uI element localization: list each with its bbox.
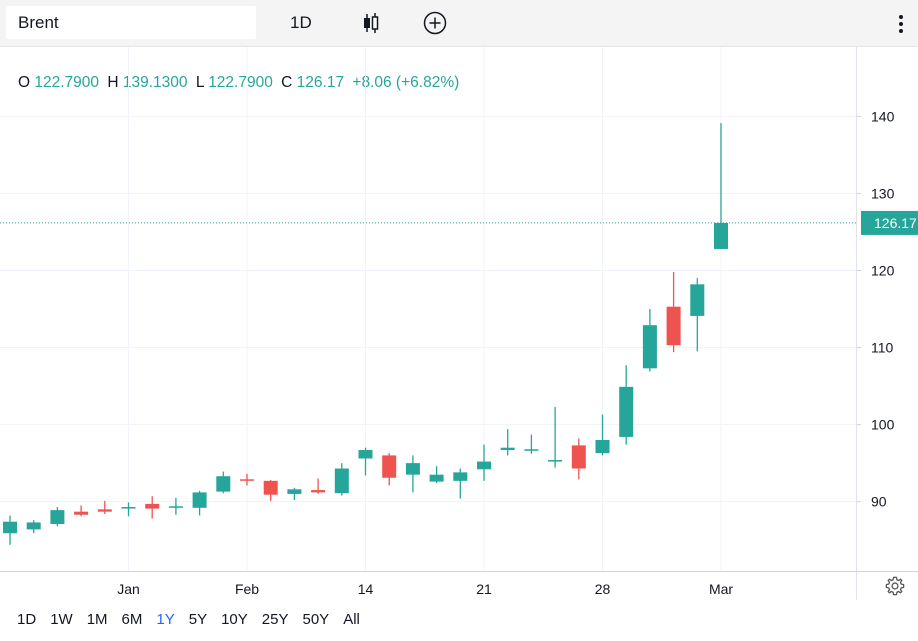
candle-body [619,386,634,437]
high-label: H [107,74,119,91]
high-value: 139.1300 [122,74,188,91]
candle-body [145,503,160,509]
candle-body [240,479,254,481]
candle-body [382,455,397,478]
candle-body [548,460,563,462]
x-tick-label: 21 [476,581,492,597]
candle-body [3,521,17,534]
open-label: O [18,74,31,91]
range-button-25y[interactable]: 25Y [261,611,289,628]
candle-body [168,506,183,508]
candle-body [192,492,207,508]
price-chart[interactable]: 90 100 110 120 130 140 Jan Feb 14 21 28 Mar 126.17 [0,47,918,600]
top-toolbar: Brent 1D [0,0,918,47]
candle-body [26,522,41,530]
ohlc-legend: O 122.7900 H 139.1300 L 122.7900 C 126.1… [18,74,459,92]
x-tick-label: Jan [117,581,140,597]
y-tick-label: 110 [871,340,894,356]
candle-body [74,511,89,515]
range-button-50y[interactable]: 50Y [302,611,330,628]
candle-body [690,284,705,316]
range-button-all[interactable]: All [343,611,360,628]
change-value: +8.06 (+6.82%) [352,74,460,91]
candle-body [714,222,728,249]
last-price-badge [861,210,918,235]
x-tick-label: Mar [709,581,733,597]
range-selector: 1D 1W 1M 6M 1Y 5Y 10Y 25Y 50Y All [0,600,918,640]
y-tick-label: 130 [871,185,895,201]
range-button-6m[interactable]: 6M [121,611,143,628]
candle-body [429,474,444,482]
candle-body [358,450,373,459]
candle-body [666,306,681,346]
close-label: C [281,74,293,91]
candle-body [595,440,610,454]
low-label: L [195,74,204,91]
candle-body [121,507,136,509]
x-tick-label: Feb [235,581,259,597]
x-tick-label: 28 [595,581,611,597]
candle-body [500,447,515,451]
candle-body [477,461,491,470]
range-button-1y[interactable]: 1Y [156,611,175,628]
range-button-1d[interactable]: 1D [17,611,37,628]
more-vertical-icon[interactable] [893,12,909,36]
candle-body [334,468,349,494]
candle-body [524,449,539,451]
settings-gear-icon[interactable] [884,575,906,597]
candle-body [453,472,468,481]
y-tick-label: 90 [871,494,887,510]
candle-body [263,480,278,495]
close-value: 126.17 [296,74,345,91]
open-value: 122.7900 [34,74,100,91]
range-button-1w[interactable]: 1W [50,611,73,628]
symbol-search-input[interactable]: Brent [6,6,256,39]
range-button-10y[interactable]: 10Y [221,611,248,628]
low-value: 122.7900 [208,74,273,91]
candle-body [642,325,657,369]
range-button-5y[interactable]: 5Y [188,611,208,628]
y-tick-label: 140 [871,108,895,124]
candle-body [50,510,65,524]
candle-body [405,463,420,475]
add-compare-icon[interactable] [422,10,448,36]
candle-body [571,445,586,469]
range-button-1m[interactable]: 1M [86,611,108,628]
symbol-text: Brent [18,13,59,32]
y-tick-label: 120 [871,262,895,278]
x-tick-label: 14 [358,581,374,597]
last-price-label: 126.17 [874,215,917,231]
interval-button[interactable]: 1D [290,13,312,32]
y-tick-label: 100 [871,417,895,433]
candle-body [311,490,326,493]
candle-body [97,509,112,512]
candle-body [216,476,231,492]
candlestick-icon[interactable] [358,10,384,36]
candle-body [287,489,302,494]
